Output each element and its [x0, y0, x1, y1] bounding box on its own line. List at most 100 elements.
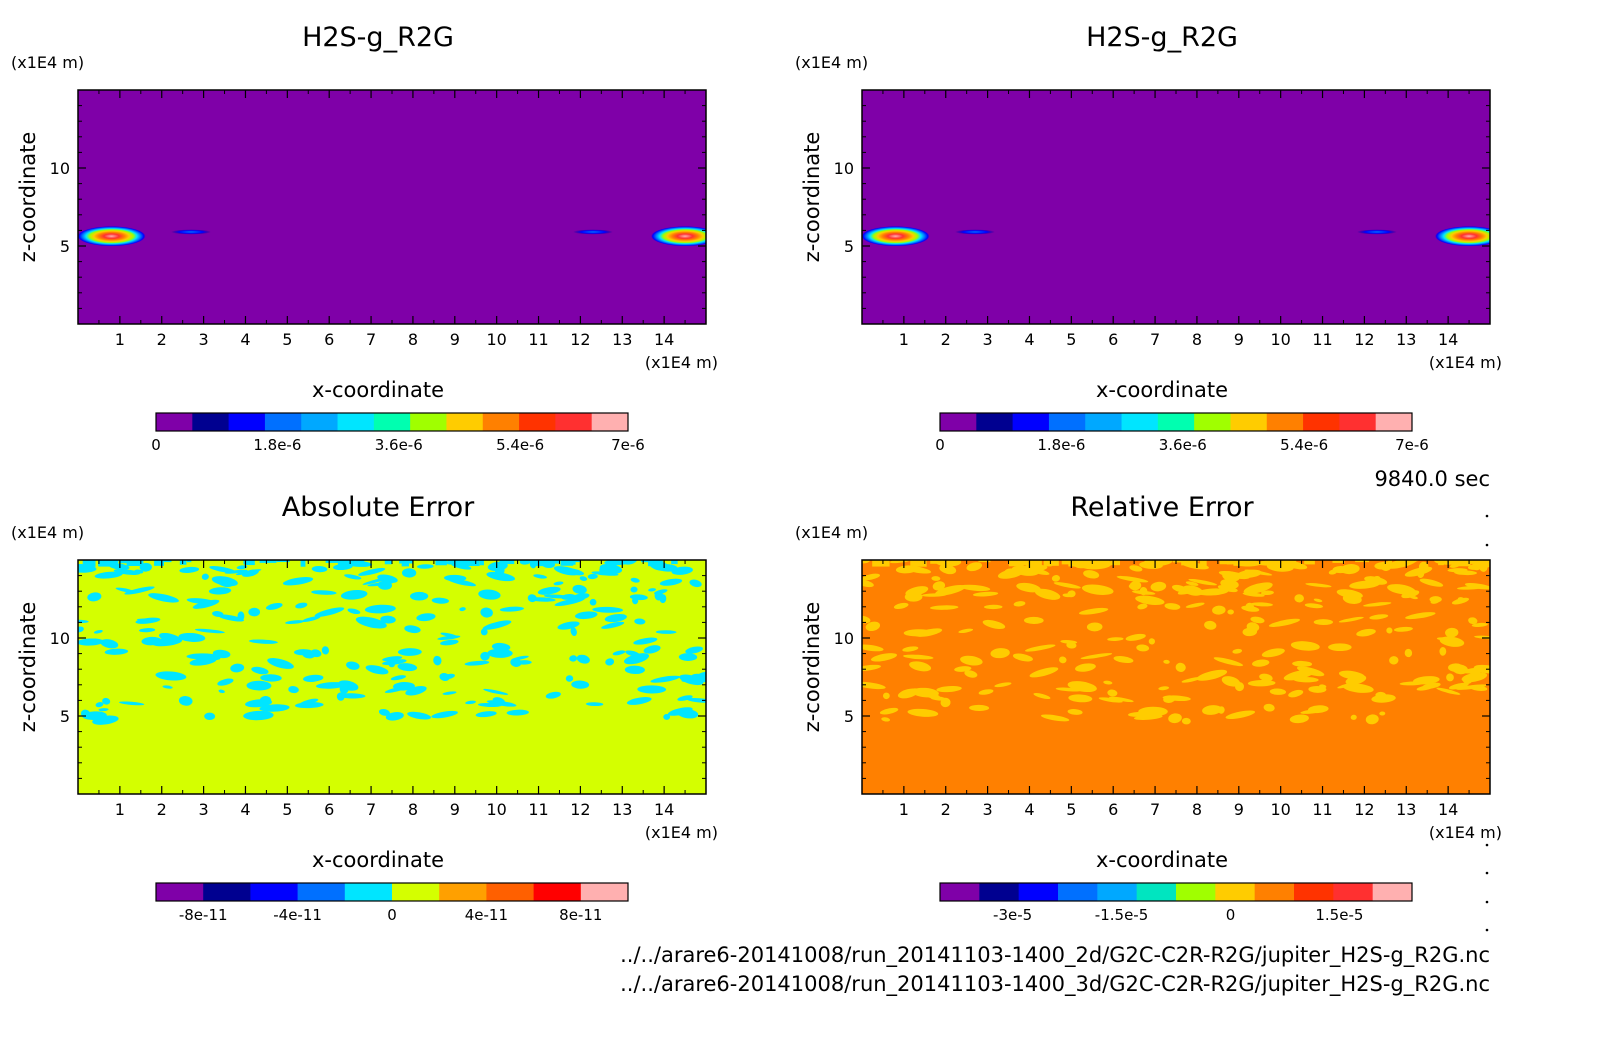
colorbar-segment [519, 413, 556, 431]
x-tick-label: 3 [983, 330, 993, 349]
error-patch [470, 560, 475, 564]
error-patch [1287, 560, 1297, 567]
concentration-blob [862, 226, 930, 247]
error-patch [1217, 585, 1238, 593]
error-patch [1051, 575, 1060, 582]
colorbar-segment [1372, 883, 1413, 901]
error-patch [1233, 560, 1240, 566]
y-tick-label: 10 [834, 629, 854, 648]
x-axis-label: x-coordinate [312, 848, 444, 872]
error-patch [565, 675, 574, 682]
error-patch [1343, 683, 1374, 693]
colorbar-label: 3.6e-6 [1159, 436, 1207, 454]
error-patch [1083, 570, 1100, 579]
error-patch [587, 573, 598, 580]
error-patch [337, 560, 356, 566]
error-patch [935, 584, 966, 596]
error-patch [881, 717, 891, 722]
error-patch [1129, 565, 1143, 572]
x-tick-label: 5 [1066, 800, 1076, 819]
colorbar-frame [939, 412, 1413, 432]
error-patch [964, 670, 978, 678]
error-patch [1369, 614, 1389, 620]
error-patch [440, 639, 459, 646]
error-patch [654, 589, 668, 595]
error-patch [377, 580, 393, 590]
error-patch [1023, 616, 1044, 624]
error-patch [1259, 673, 1273, 682]
error-patch [931, 576, 941, 581]
error-patch [1202, 705, 1222, 715]
error-patch [1394, 626, 1413, 632]
x-tick-label: 2 [157, 800, 167, 819]
error-patch [260, 674, 282, 682]
y-unit-label: (x1E4 m) [795, 53, 868, 72]
colorbar-segment [156, 413, 193, 431]
error-patch [486, 571, 516, 582]
error-patch [1332, 565, 1349, 574]
error-patch [344, 574, 362, 580]
error-patch [905, 586, 929, 597]
error-patch [1033, 692, 1051, 700]
x-tick-label: 2 [157, 330, 167, 349]
error-patch [569, 560, 576, 565]
colorbar-segment [1266, 413, 1304, 431]
error-patch [689, 579, 702, 588]
colorbar: 0 1.8e-6 3.6e-6 5.4e-6 7e-6 [935, 412, 1429, 454]
error-patch [98, 708, 109, 712]
error-patch [82, 560, 96, 567]
error-patch [537, 586, 561, 595]
error-patch [94, 571, 123, 579]
colorbar-label: -1.5e-5 [1095, 906, 1148, 924]
error-patch [82, 711, 107, 720]
x-tick-label: 2 [941, 330, 951, 349]
error-patch [907, 708, 939, 717]
error-patch [1185, 602, 1205, 608]
error-patch [972, 591, 999, 597]
error-patch [626, 697, 652, 705]
colorbar-segment [344, 883, 393, 901]
error-patch [416, 613, 436, 622]
error-patch [459, 607, 466, 612]
error-patch [1457, 597, 1465, 602]
x-axis-label: x-coordinate [1096, 378, 1228, 402]
error-patch [1045, 560, 1059, 566]
error-patch [902, 646, 919, 652]
error-patch [136, 618, 159, 622]
error-patch [940, 697, 951, 708]
x-axis-label: x-coordinate [1096, 848, 1228, 872]
colorbar-label: 0 [1226, 906, 1236, 924]
x-tick-label: 14 [654, 330, 674, 349]
error-patch [1068, 560, 1081, 567]
error-patch [570, 627, 577, 637]
error-patch [1137, 603, 1148, 610]
colorbar-label: 5.4e-6 [496, 436, 544, 454]
colorbar-label: 7e-6 [1395, 436, 1429, 454]
field-contours [862, 226, 1490, 247]
error-patch [1232, 648, 1243, 654]
error-patch [862, 573, 881, 581]
error-patch [1218, 570, 1250, 580]
error-patch [519, 560, 532, 565]
error-patch [1261, 648, 1285, 658]
error-patch [204, 712, 216, 721]
error-patch [1016, 582, 1041, 593]
error-patch [571, 680, 590, 689]
error-patch [475, 711, 497, 718]
error-patch [119, 701, 145, 706]
error-patch [179, 566, 200, 573]
error-patch [960, 655, 983, 666]
panel-title: H2S-g_R2G [1086, 22, 1238, 53]
error-patch [929, 605, 959, 610]
error-patch [1304, 603, 1323, 609]
error-patch [113, 569, 141, 575]
y-tick-label: 10 [834, 159, 854, 178]
x-tick-label: 8 [408, 800, 418, 819]
x-tick-label: 5 [1066, 330, 1076, 349]
error-patch [1175, 662, 1186, 672]
colorbar-label: -8e-11 [179, 906, 228, 924]
error-patch [879, 707, 899, 715]
error-patch [1135, 595, 1165, 605]
error-patch [1399, 681, 1426, 686]
colorbar-segment [1058, 883, 1098, 901]
